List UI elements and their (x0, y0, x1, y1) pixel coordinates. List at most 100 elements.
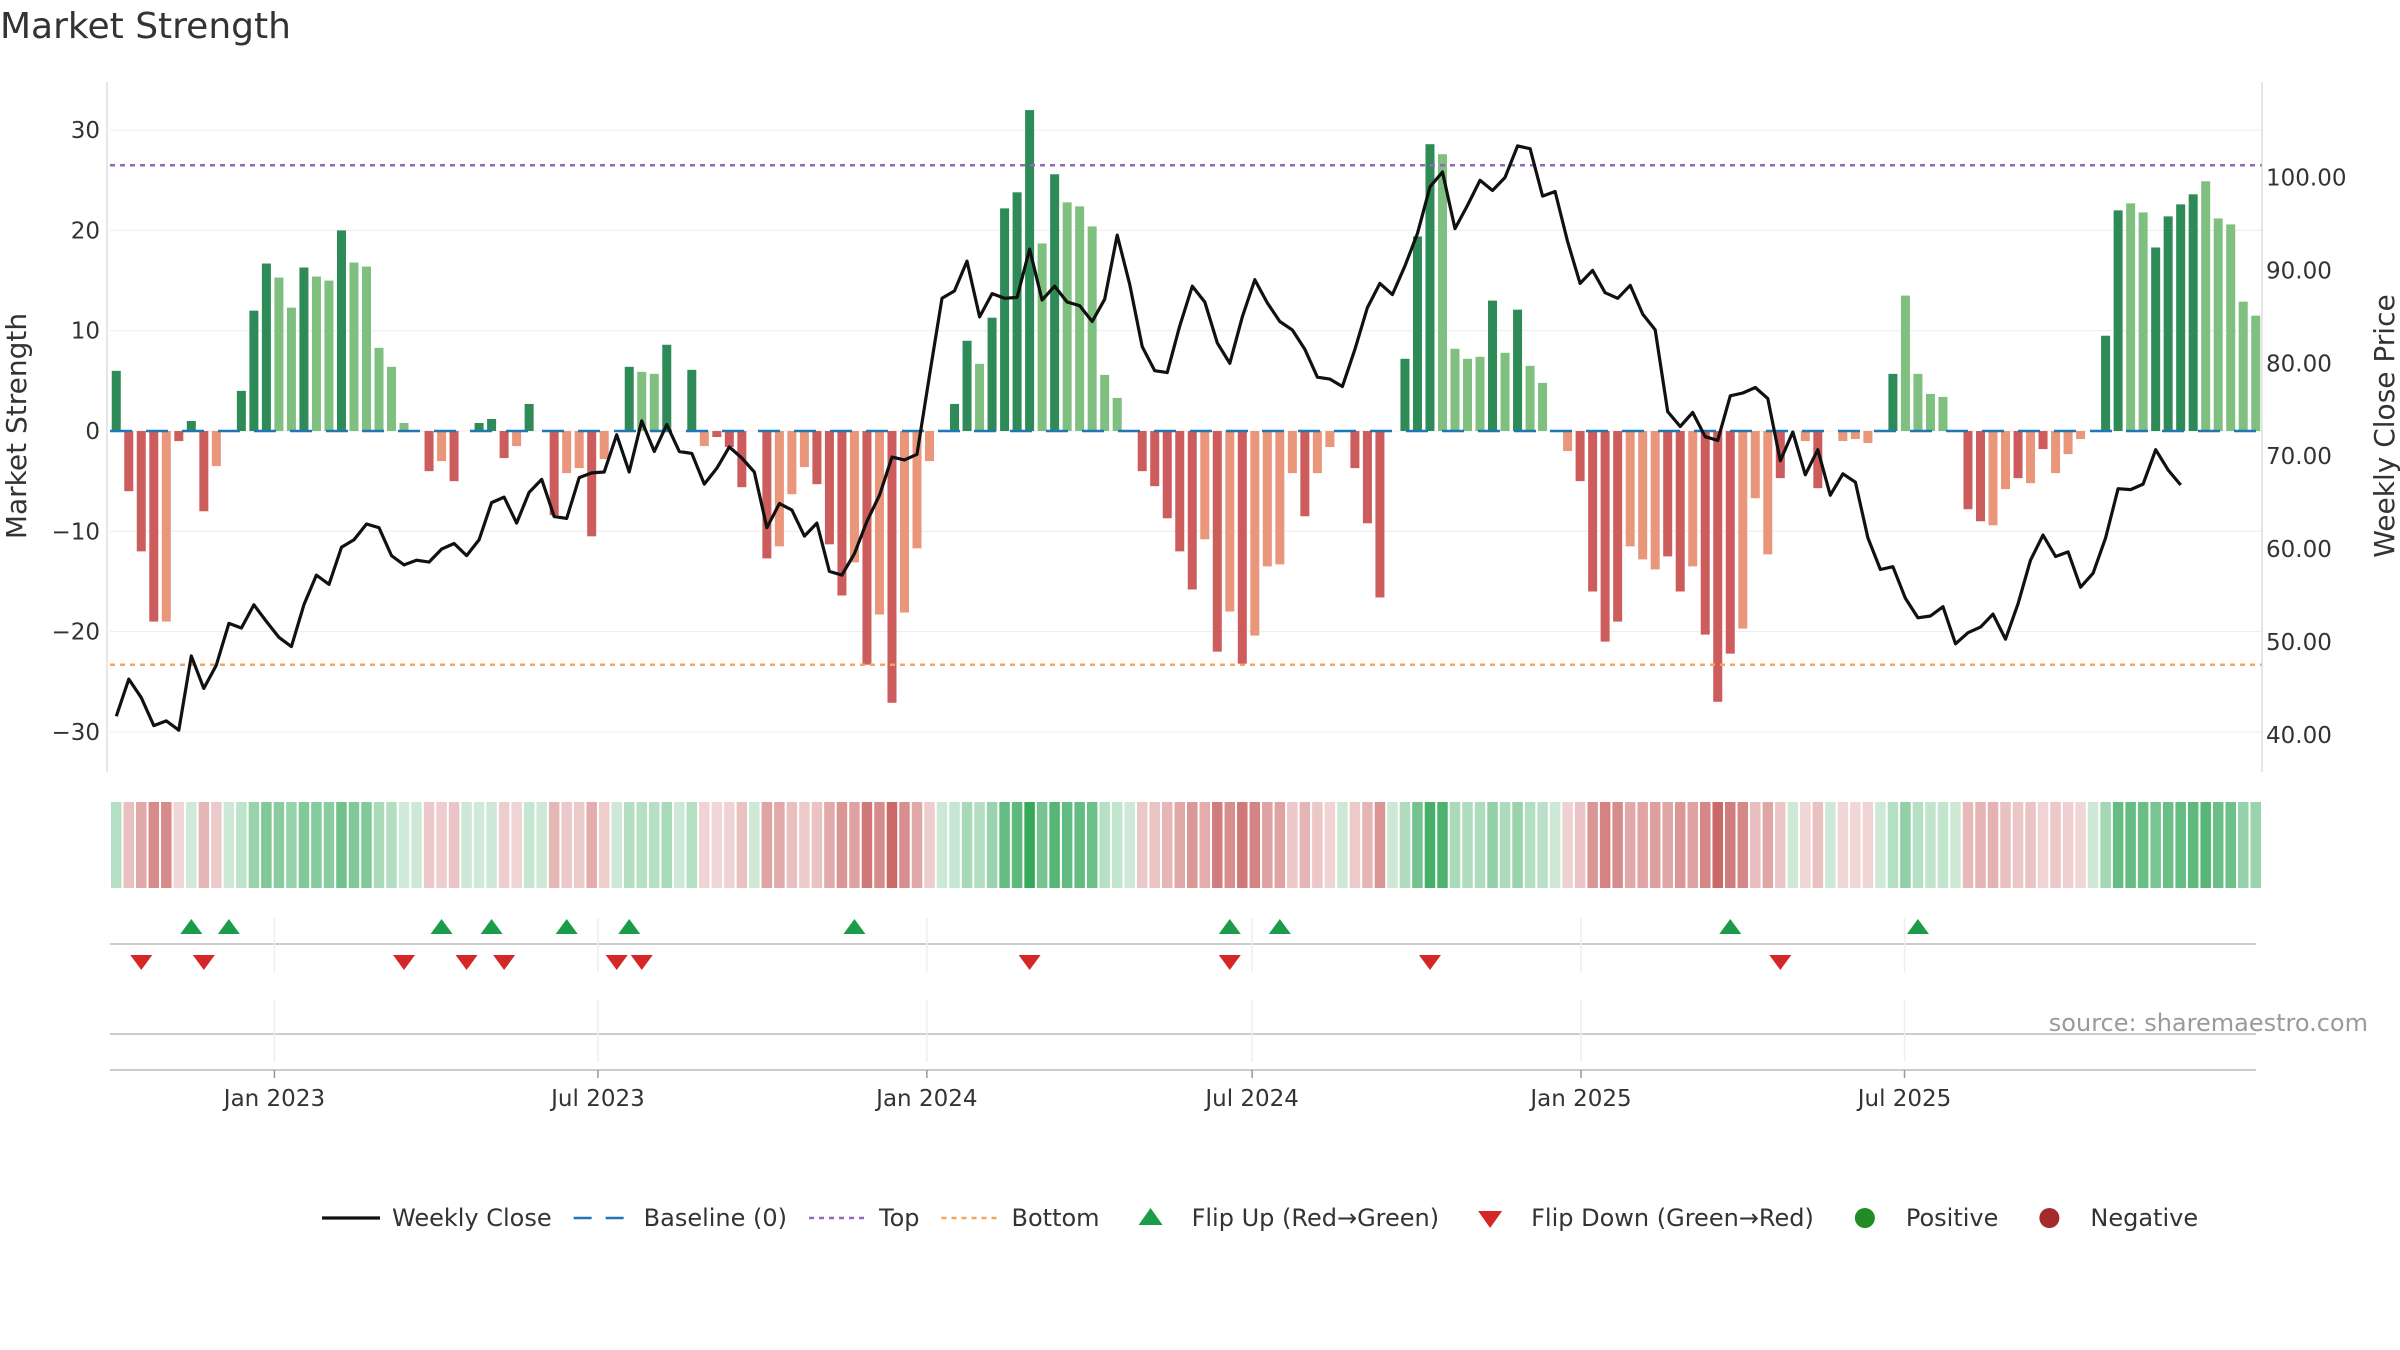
heat-cell (1712, 802, 1723, 888)
y-tick-label: −30 (51, 720, 100, 746)
strength-bar (774, 431, 784, 547)
heat-cell (1161, 802, 1173, 888)
strength-bar (361, 266, 371, 432)
heat-cell (2050, 802, 2061, 888)
flip-up-marker (480, 919, 503, 934)
strength-bar (925, 431, 935, 462)
heat-cell (786, 802, 798, 888)
heat-cell (936, 802, 948, 888)
strength-bar (899, 431, 909, 613)
flip-down-marker (455, 955, 478, 970)
strength-bar (549, 431, 559, 516)
strength-bar (286, 307, 296, 432)
strength-bar (149, 431, 159, 622)
strength-bar (374, 347, 384, 432)
heat-cell (1599, 802, 1611, 888)
strength-bar (699, 431, 709, 447)
strength-bar (2188, 194, 2198, 432)
strength-bar (2138, 212, 2148, 432)
heat-cell (749, 802, 760, 888)
heat-cell (1374, 802, 1386, 888)
heat-cell (411, 802, 422, 888)
heat-cell (1549, 802, 1561, 888)
legend-label: Top (878, 1204, 920, 1232)
flip-up-marker (555, 919, 578, 934)
heat-cell (2062, 802, 2074, 888)
heat-cell (173, 802, 185, 888)
strength-bar (136, 431, 146, 552)
legend-label: Bottom (1012, 1204, 1100, 1232)
axis-layer: −30 −20 −10 0 10 20 30 40.00 50.00 60.00 70.00 80.0… (0, 82, 2400, 772)
heat-cell (724, 802, 735, 888)
heat-cell (974, 802, 985, 888)
heat-cell (1287, 802, 1298, 888)
heat-cell (2037, 802, 2049, 888)
heat-cell (999, 802, 1010, 888)
strength-bar (499, 431, 509, 459)
strength-bar (787, 431, 797, 495)
heat-cell (1249, 802, 1261, 888)
strength-bar (687, 369, 697, 432)
heat-cell (699, 802, 710, 888)
strength-bar (1850, 431, 1860, 440)
strength-bar (1000, 208, 1010, 432)
heat-cell (386, 802, 397, 888)
strength-bar (512, 431, 522, 447)
heat-cell (223, 802, 235, 888)
heat-cell (1212, 802, 1223, 888)
strength-bar (862, 431, 872, 665)
heat-cell (736, 802, 748, 888)
y2-tick-label: 40.00 (2266, 723, 2332, 749)
strength-bar (1187, 431, 1197, 590)
strength-bar (2126, 203, 2136, 432)
heat-cell (1187, 802, 1198, 888)
heat-cell (561, 802, 572, 888)
heat-cell (361, 802, 372, 888)
strength-bar (324, 280, 334, 432)
strength-bar (1600, 431, 1610, 642)
heat-cell (849, 802, 860, 888)
heat-cell (273, 802, 285, 888)
heat-cell (2112, 802, 2124, 888)
heat-cell (461, 802, 472, 888)
heat-cell (248, 802, 260, 888)
strength-bar (1675, 431, 1685, 592)
heat-cell (1362, 802, 1373, 888)
strength-bar (199, 431, 209, 512)
strength-bar (1538, 382, 1548, 432)
flip-down-marker (1418, 955, 1441, 970)
legend-label: Flip Down (Green→Red) (1531, 1204, 1814, 1232)
strength-bar (2226, 224, 2236, 432)
strength-bar (2213, 218, 2223, 432)
heat-cell (1512, 802, 1523, 888)
heat-cell (136, 802, 147, 888)
heat-cell (1925, 802, 1936, 888)
strength-bar (1437, 154, 1447, 432)
strength-bar (249, 310, 259, 432)
grid-layer (110, 129, 2262, 733)
strength-bar (1175, 431, 1185, 552)
heat-cell (636, 802, 647, 888)
reference-lines (110, 163, 2262, 666)
strength-bar (2013, 431, 2023, 479)
strength-bar (2063, 431, 2073, 455)
heat-cell (1349, 802, 1361, 888)
heat-cell (486, 802, 497, 888)
heat-cell (1149, 802, 1160, 888)
strength-bar (1025, 110, 1035, 432)
strength-bar (424, 431, 434, 472)
heat-cell (1199, 802, 1211, 888)
strength-bar (1725, 431, 1735, 654)
strength-bar (849, 431, 859, 563)
heat-cell (286, 802, 297, 888)
strength-bar (1750, 431, 1760, 499)
strength-bar (1500, 352, 1510, 432)
heat-cell (2100, 802, 2111, 888)
heat-cell (1562, 802, 1573, 888)
strength-bar (1062, 202, 1072, 432)
heat-cell (1587, 802, 1598, 888)
strength-bar (1300, 431, 1310, 517)
heat-cell (311, 802, 322, 888)
heat-cell (1637, 802, 1648, 888)
